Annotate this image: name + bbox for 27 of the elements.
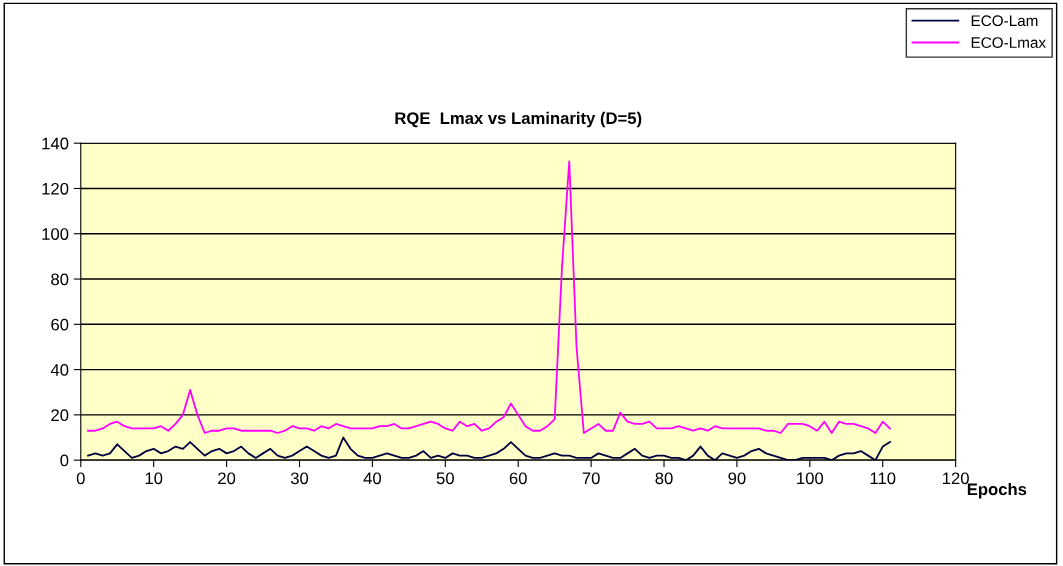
- x-tick-label: 100: [797, 472, 824, 485]
- x-tick-label: 110: [870, 472, 896, 485]
- line-series: [87, 436, 891, 461]
- x-tick-label: 50: [436, 472, 454, 485]
- x-tick-label: 90: [728, 472, 746, 485]
- y-tick-label: 120: [42, 182, 69, 195]
- x-tick-label: 20: [218, 472, 236, 485]
- y-tick-label: 140: [42, 137, 69, 150]
- line-series: [87, 160, 891, 434]
- legend-label: ECO-Lmax: [971, 37, 1046, 48]
- y-tick-label: 60: [51, 318, 69, 331]
- x-tick-label: 10: [145, 472, 163, 485]
- x-tick-label: 0: [76, 472, 85, 485]
- y-tick-label: 40: [50, 364, 69, 376]
- x-tick-label: 120: [943, 472, 969, 485]
- x-axis-title: Epochs: [967, 482, 1027, 499]
- x-tick-label: 60: [509, 472, 527, 485]
- chart-title: RQE Lmax vs Laminarity (D=5): [395, 111, 642, 128]
- x-tick-label: 70: [582, 472, 600, 485]
- x-tick-label: 80: [655, 472, 673, 485]
- x-tick-label: 40: [363, 472, 382, 485]
- y-tick-label: 80: [51, 273, 69, 286]
- y-tick-label: 20: [51, 409, 69, 422]
- y-tick-label: 100: [42, 228, 69, 240]
- y-tick-label: 0: [60, 454, 69, 467]
- legend-label: ECO-Lam: [971, 15, 1038, 27]
- x-tick-label: 30: [290, 472, 309, 485]
